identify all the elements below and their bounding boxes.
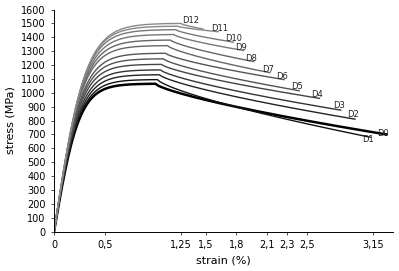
Text: D9: D9 <box>235 43 247 52</box>
Text: D8: D8 <box>245 54 257 63</box>
Text: D3: D3 <box>333 101 344 111</box>
Text: D0: D0 <box>377 128 389 138</box>
Text: D5: D5 <box>291 82 303 92</box>
Text: D11: D11 <box>211 24 228 34</box>
Text: D4: D4 <box>311 90 323 99</box>
Text: D10: D10 <box>225 34 242 43</box>
Text: D2: D2 <box>347 110 359 119</box>
X-axis label: strain (%): strain (%) <box>196 256 251 265</box>
Text: D1: D1 <box>362 135 374 144</box>
Text: D7: D7 <box>262 65 274 74</box>
Text: D12: D12 <box>182 16 199 25</box>
Text: D6: D6 <box>276 72 288 81</box>
Y-axis label: stress (MPa): stress (MPa) <box>6 87 16 154</box>
